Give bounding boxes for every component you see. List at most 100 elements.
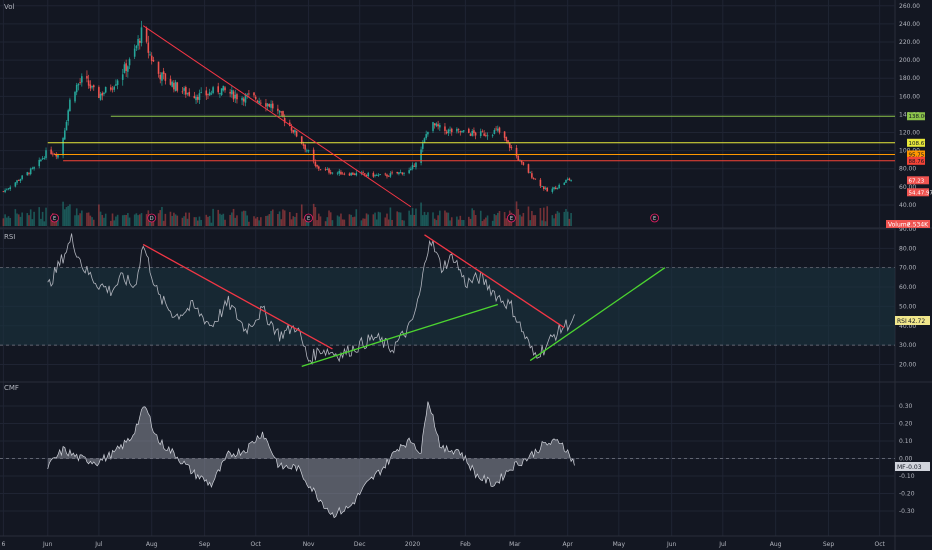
- candle-body[interactable]: [353, 173, 356, 175]
- candle-body[interactable]: [456, 128, 458, 132]
- candle-body[interactable]: [282, 111, 284, 117]
- candle-body[interactable]: [41, 158, 44, 160]
- candle-body[interactable]: [295, 131, 298, 137]
- candle-body[interactable]: [266, 103, 269, 107]
- candle-body[interactable]: [433, 123, 436, 126]
- candle-body[interactable]: [236, 94, 238, 100]
- candle-body[interactable]: [65, 121, 68, 131]
- candle-body[interactable]: [123, 64, 126, 73]
- candle-body[interactable]: [63, 130, 66, 140]
- candle-body[interactable]: [173, 82, 175, 90]
- candle-body[interactable]: [411, 164, 414, 169]
- candle-body[interactable]: [503, 131, 506, 138]
- candle-body[interactable]: [149, 54, 151, 56]
- candle-body[interactable]: [254, 96, 257, 100]
- candle-body[interactable]: [543, 186, 545, 190]
- candle-body[interactable]: [447, 129, 450, 133]
- candle-body[interactable]: [208, 92, 211, 96]
- candle-body[interactable]: [121, 74, 124, 80]
- candle-body[interactable]: [17, 180, 20, 181]
- candle-body[interactable]: [67, 110, 69, 122]
- candle-body[interactable]: [544, 188, 547, 189]
- candle-body[interactable]: [128, 59, 131, 66]
- candle-body[interactable]: [292, 130, 295, 133]
- candle-body[interactable]: [532, 178, 535, 179]
- candle-body[interactable]: [534, 178, 537, 180]
- candle-body[interactable]: [268, 103, 271, 107]
- candle-body[interactable]: [352, 172, 354, 175]
- event-marker[interactable]: [50, 213, 59, 223]
- candle-body[interactable]: [396, 171, 399, 174]
- candle-body[interactable]: [7, 188, 10, 190]
- candle-body[interactable]: [205, 90, 208, 96]
- candle-body[interactable]: [317, 166, 320, 169]
- candle-body[interactable]: [336, 172, 339, 174]
- candle-body[interactable]: [522, 162, 525, 165]
- candle-body[interactable]: [481, 131, 484, 133]
- candle-body[interactable]: [491, 135, 494, 137]
- candle-body[interactable]: [374, 174, 376, 176]
- candle-body[interactable]: [326, 169, 329, 170]
- candle-body[interactable]: [413, 165, 416, 167]
- candle-body[interactable]: [45, 150, 47, 159]
- candle-body[interactable]: [152, 60, 155, 62]
- candle-body[interactable]: [507, 140, 509, 143]
- candle-body[interactable]: [229, 92, 231, 94]
- candle-body[interactable]: [294, 130, 296, 133]
- candle-body[interactable]: [439, 125, 441, 128]
- candle-body[interactable]: [437, 124, 439, 127]
- candle-body[interactable]: [387, 175, 390, 177]
- candle-body[interactable]: [289, 122, 291, 127]
- candle-body[interactable]: [21, 175, 23, 179]
- candle-body[interactable]: [265, 103, 267, 107]
- candle-body[interactable]: [280, 111, 283, 113]
- candle-body[interactable]: [62, 138, 64, 156]
- candle-body[interactable]: [384, 173, 387, 175]
- candle-body[interactable]: [423, 138, 426, 143]
- candle-body[interactable]: [200, 92, 202, 93]
- candle-body[interactable]: [28, 173, 30, 174]
- candle-body[interactable]: [127, 66, 129, 72]
- candle-body[interactable]: [19, 178, 22, 181]
- candle-body[interactable]: [104, 86, 107, 93]
- event-marker[interactable]: [507, 213, 516, 223]
- candle-body[interactable]: [113, 86, 116, 90]
- candle-body[interactable]: [278, 110, 281, 113]
- candle-body[interactable]: [510, 147, 513, 149]
- candle-body[interactable]: [568, 178, 571, 181]
- candle-body[interactable]: [198, 93, 201, 101]
- candle-body[interactable]: [183, 88, 185, 91]
- candle-body[interactable]: [444, 126, 446, 131]
- candle-body[interactable]: [421, 143, 424, 149]
- candle-body[interactable]: [176, 82, 179, 91]
- candle-body[interactable]: [81, 76, 83, 83]
- candle-body[interactable]: [103, 92, 105, 95]
- candle-body[interactable]: [38, 159, 41, 167]
- candle-body[interactable]: [355, 172, 358, 176]
- candle-body[interactable]: [445, 131, 448, 134]
- rsi-line[interactable]: [47, 233, 575, 366]
- candle-body[interactable]: [314, 161, 317, 166]
- candle-body[interactable]: [188, 91, 191, 96]
- candle-body[interactable]: [219, 92, 221, 94]
- candle-body[interactable]: [246, 94, 248, 96]
- candle-body[interactable]: [341, 173, 344, 175]
- candle-body[interactable]: [468, 128, 470, 133]
- rsi-trendline[interactable]: [301, 303, 498, 368]
- candle-body[interactable]: [133, 48, 136, 57]
- candle-body[interactable]: [55, 154, 58, 157]
- candle-body[interactable]: [220, 88, 223, 95]
- candle-body[interactable]: [162, 71, 165, 74]
- candle-body[interactable]: [302, 144, 305, 146]
- candle-body[interactable]: [529, 172, 531, 174]
- candle-body[interactable]: [43, 157, 46, 159]
- candle-body[interactable]: [495, 128, 497, 130]
- candle-body[interactable]: [469, 133, 472, 136]
- candle-body[interactable]: [222, 85, 225, 91]
- candle-body[interactable]: [4, 190, 6, 192]
- rsi-trendline[interactable]: [529, 267, 666, 362]
- candle-body[interactable]: [479, 131, 482, 136]
- candle-body[interactable]: [50, 149, 52, 155]
- candle-body[interactable]: [92, 85, 95, 88]
- candle-body[interactable]: [29, 168, 32, 175]
